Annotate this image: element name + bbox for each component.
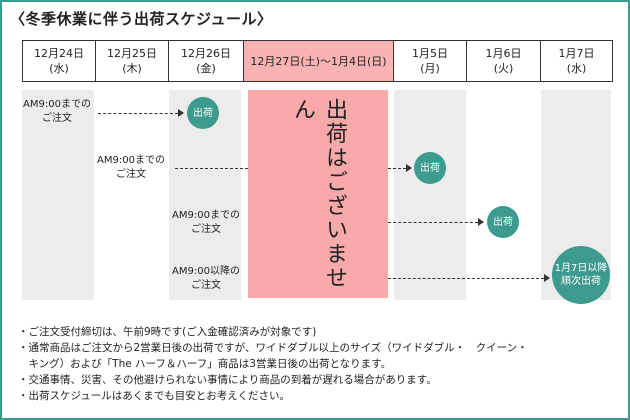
ship-badge-row-3: 出荷 — [487, 206, 519, 238]
header-day: (金) — [196, 62, 216, 75]
col-bg-1 — [22, 90, 94, 300]
order-note-row-3: AM9:00までの ご注文 — [168, 209, 244, 237]
note-line: AM9:00までの — [23, 99, 91, 110]
order-note-row-1: AM9:00までの ご注文 — [20, 98, 94, 126]
footer-note: キング）および「The ハーフ＆ハーフ」商品は3営業日後の出荷となります。 — [18, 358, 392, 370]
ship-label-line: 順次出荷 — [560, 276, 601, 287]
order-note-row-4: AM9:00以降の ご注文 — [168, 265, 244, 293]
footer-notes: ・ご注文受付締切は、午前9時です(ご入金確認済みが対象です) ・通常商品はご注文… — [18, 324, 618, 404]
arrow-line-row-3 — [388, 222, 478, 223]
header-day: (火) — [493, 62, 514, 75]
arrow-line-row-4 — [388, 278, 544, 279]
header-date: 1月5日 — [412, 47, 448, 60]
footer-note: ・ご注文受付締切は、午前9時です(ご入金確認済みが対象です) — [18, 326, 317, 338]
arrow-line-row-2b — [388, 168, 406, 169]
header-col-3: 12月26日 (金) — [169, 40, 244, 82]
header-col-7: 1月7日 (水) — [541, 40, 613, 82]
header-col-6: 1月6日 (火) — [467, 40, 541, 82]
ship-badge-row-4: 1月7日以降 順次出荷 — [552, 246, 610, 304]
footer-note: ・交通事情、災害、その他避けられない事情により商品の到着が遅れる場合があります。 — [18, 374, 437, 386]
header-date: 12月26日 — [181, 47, 231, 60]
note-line: ご注文 — [116, 169, 146, 180]
page-title: 〈冬季休業に伴う出荷スケジュール〉 — [10, 10, 273, 28]
arrow-line-row-2a — [175, 168, 248, 169]
header-col-1: 12月24日 (水) — [22, 40, 96, 82]
header-col-5: 1月5日 (月) — [394, 40, 467, 82]
arrowhead-row-2 — [406, 164, 412, 172]
header-day: (木) — [122, 62, 142, 75]
note-line: ご注文 — [191, 224, 221, 235]
header-day: (水) — [49, 62, 69, 75]
header-col-2: 12月25日 (木) — [96, 40, 169, 82]
arrowhead-row-3 — [478, 218, 484, 226]
note-line: AM9:00以降の — [172, 266, 240, 277]
ship-label-line: 1月7日以降 — [554, 263, 608, 274]
footer-note: ・出荷スケジュールはあくまでも目安とお考えください。 — [18, 390, 290, 402]
closed-period-text: 出荷はございません — [290, 98, 347, 290]
footer-note: ・通常商品はご注文から2営業日後の出荷ですが、ワイドダブル以上のサイズ（ワイドダ… — [18, 342, 528, 354]
header-date: 1月7日 — [558, 47, 595, 60]
note-line: ご注文 — [42, 113, 72, 124]
note-line: ご注文 — [191, 280, 221, 291]
ship-badge-row-2: 出荷 — [414, 152, 446, 184]
header-date: 12月24日 — [34, 47, 84, 60]
arrowhead-row-4 — [544, 274, 550, 282]
closed-period-block — [248, 90, 388, 298]
note-line: AM9:00までの — [172, 210, 240, 221]
order-note-row-2: AM9:00までの ご注文 — [94, 154, 168, 182]
ship-badge-row-1: 出荷 — [187, 97, 219, 129]
arrowhead-row-1 — [178, 109, 184, 117]
header-date: 1月6日 — [485, 47, 522, 60]
header-date: 12月27日(土)〜1月4日(日) — [250, 54, 387, 68]
header-day: (月) — [420, 62, 440, 75]
header-col-4: 12月27日(土)〜1月4日(日) — [244, 40, 394, 82]
note-line: AM9:00までの — [97, 155, 165, 166]
col-bg-5 — [394, 90, 466, 300]
header-day: (水) — [566, 62, 587, 75]
arrow-line-row-1 — [98, 113, 178, 114]
header-date: 12月25日 — [107, 47, 157, 60]
